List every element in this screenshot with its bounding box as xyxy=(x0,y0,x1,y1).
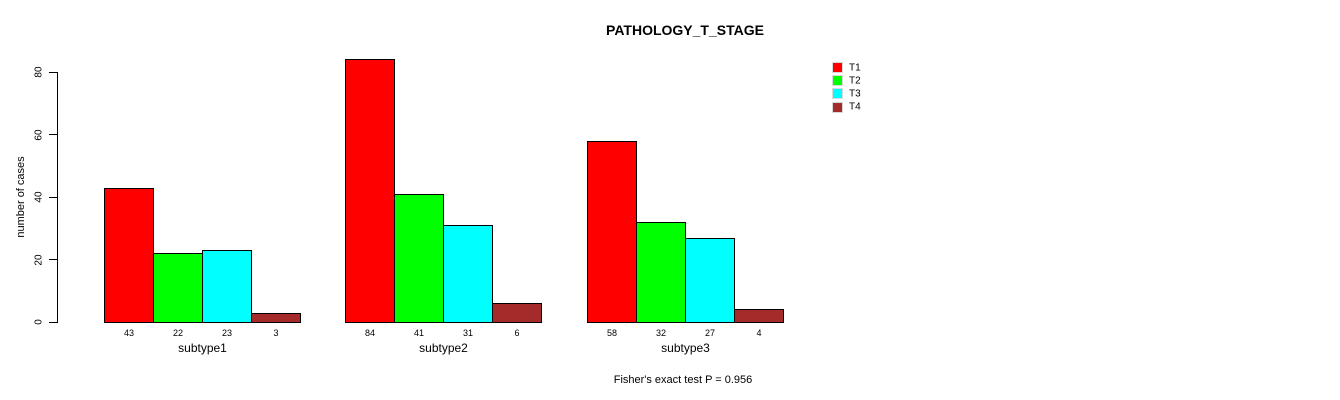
y-tick-mark xyxy=(49,134,57,135)
legend-swatch-T3 xyxy=(832,88,843,100)
annotation-text: Fisher's exact test P = 0.956 xyxy=(613,374,753,386)
bar-value-label: 27 xyxy=(704,328,716,338)
bar-value-label: 58 xyxy=(606,328,618,338)
bar-subtype3-T4 xyxy=(734,309,784,323)
bar-subtype2-T4 xyxy=(492,303,542,323)
legend-swatch-T4 xyxy=(832,101,843,113)
bar-subtype1-T2 xyxy=(153,253,203,323)
y-tick-mark xyxy=(49,321,57,323)
y-tick-label: 40 xyxy=(33,191,45,203)
y-tick-mark xyxy=(49,196,57,198)
bar-value-label: 43 xyxy=(123,328,135,338)
bar-subtype2-T1 xyxy=(345,59,395,323)
y-tick-label: 80 xyxy=(33,66,45,78)
bar-value-label: 23 xyxy=(221,328,233,338)
legend-label-T4: T4 xyxy=(849,101,861,113)
legend-label-T2: T2 xyxy=(849,75,861,87)
legend-label-T1: T1 xyxy=(849,62,861,73)
bar-value-label: 4 xyxy=(756,328,762,338)
bar-subtype2-T3 xyxy=(443,225,493,323)
x-category-label-subtype1: subtype1 xyxy=(178,341,227,355)
y-axis-label: number of cases xyxy=(15,156,27,238)
bar-value-label: 31 xyxy=(462,328,474,338)
bar-value-label: 32 xyxy=(655,328,667,338)
bar-subtype3-T2 xyxy=(636,222,686,323)
legend-swatch-T1 xyxy=(832,62,843,73)
bar-value-label: 22 xyxy=(172,328,184,338)
bar-subtype2-T2 xyxy=(394,194,444,323)
y-tick-label: 0 xyxy=(33,319,45,325)
x-category-label-subtype2: subtype2 xyxy=(419,341,468,355)
legend-label-T3: T3 xyxy=(849,88,861,100)
y-tick-mark xyxy=(49,259,57,260)
bar-value-label: 84 xyxy=(364,328,376,338)
y-tick-label: 60 xyxy=(33,128,45,141)
legend-swatch-T2 xyxy=(832,75,843,87)
bar-subtype3-T3 xyxy=(685,238,735,323)
bar-subtype1-T1 xyxy=(104,188,154,323)
bar-subtype3-T1 xyxy=(587,141,637,323)
bar-value-label: 41 xyxy=(413,328,425,338)
chart-title: PATHOLOGY_T_STAGE xyxy=(606,22,764,38)
y-tick-mark xyxy=(49,71,57,73)
y-tick-label: 20 xyxy=(33,253,45,266)
x-category-label-subtype3: subtype3 xyxy=(661,341,710,355)
y-axis-line xyxy=(57,72,58,323)
bar-value-label: 3 xyxy=(273,328,279,338)
bar-subtype1-T4 xyxy=(251,313,301,323)
bar-value-label: 6 xyxy=(514,328,520,338)
bar-subtype1-T3 xyxy=(202,250,252,323)
